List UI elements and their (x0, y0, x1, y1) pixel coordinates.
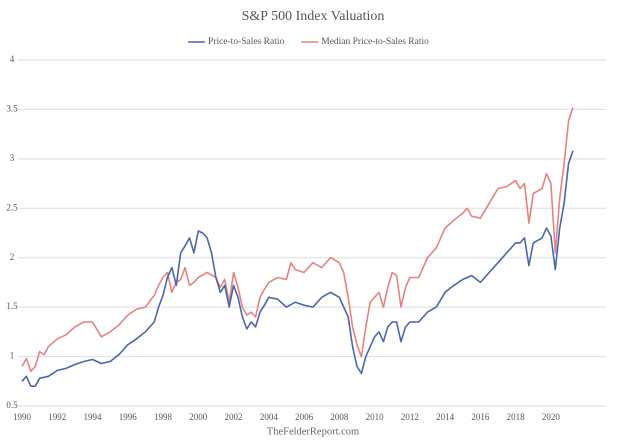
x-tick-label: 2006 (295, 412, 314, 422)
y-tick-label: 0.5 (6, 400, 18, 410)
series-line (21, 107, 574, 373)
y-tick-label: 3 (10, 153, 15, 163)
y-tick-label: 3.5 (6, 103, 18, 113)
x-tick-label: 2000 (189, 412, 208, 422)
x-tick-label: 2004 (260, 412, 279, 422)
x-tick-label: 2018 (507, 412, 526, 422)
x-tick-label: 1996 (119, 412, 138, 422)
y-tick-label: 2.5 (6, 202, 18, 212)
chart-title: S&P 500 Index Valuation (242, 9, 385, 24)
series-line (21, 150, 574, 387)
y-tick-label: 2 (10, 252, 15, 262)
x-tick-label: 2008 (330, 412, 349, 422)
x-tick-label: 1998 (154, 412, 173, 422)
x-tick-label: 1992 (48, 412, 66, 422)
x-tick-label: 2012 (401, 412, 419, 422)
legend-label: Price-to-Sales Ratio (208, 37, 284, 47)
y-tick-label: 4 (10, 54, 15, 64)
x-tick-label: 2014 (436, 412, 455, 422)
y-tick-label: 1.5 (6, 301, 18, 311)
x-tick-label: 1994 (84, 412, 103, 422)
footer: TheFelderReport.com (267, 426, 359, 437)
y-tick-label: 1 (10, 351, 15, 361)
x-tick-label: 2010 (366, 412, 385, 422)
x-tick-label: 2020 (542, 412, 561, 422)
x-tick-label: 2002 (225, 412, 243, 422)
x-tick-label: 2016 (471, 412, 490, 422)
x-tick-label: 1990 (13, 412, 32, 422)
legend-label: Median Price-to-Sales Ratio (321, 37, 429, 47)
